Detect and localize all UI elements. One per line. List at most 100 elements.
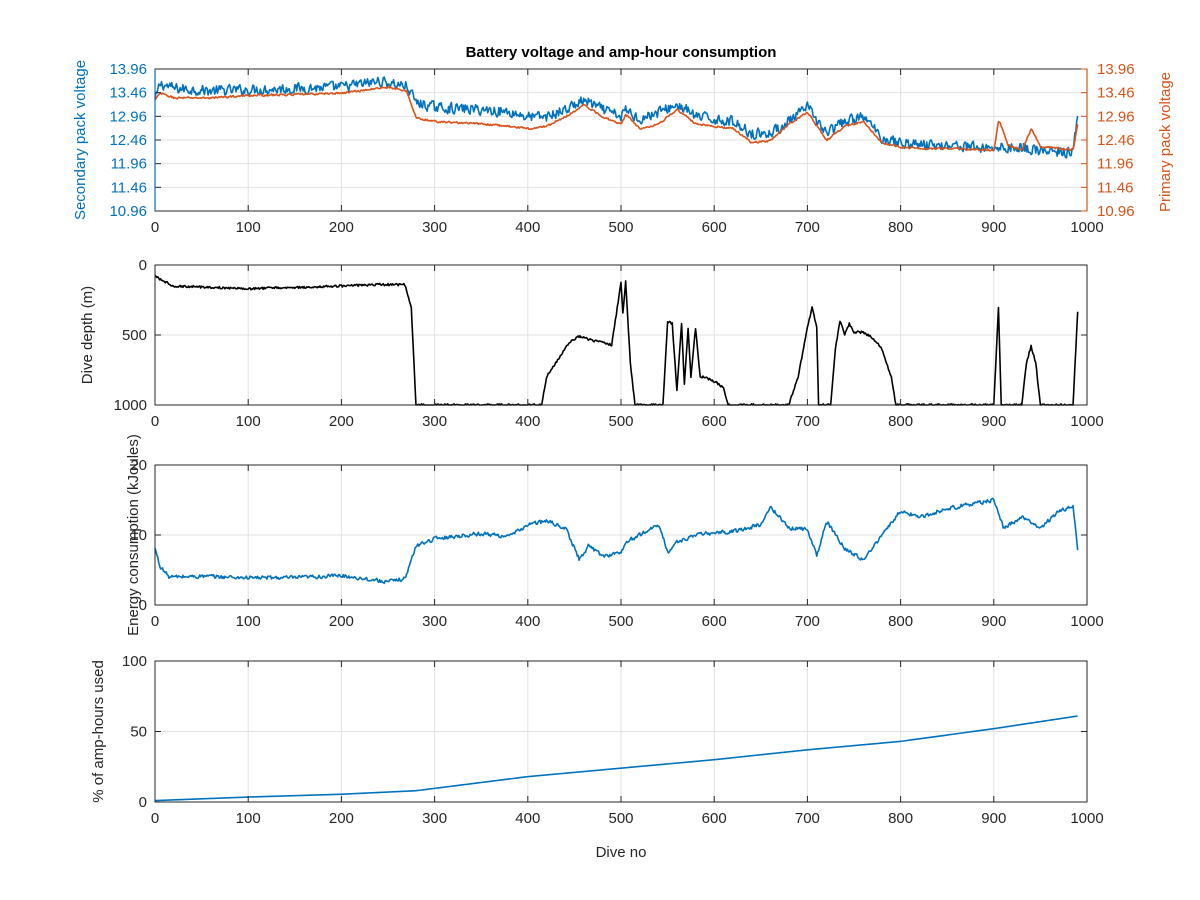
- x-tick-label: 900: [981, 810, 1006, 827]
- x-tick-label: 200: [329, 810, 354, 827]
- y-tick-label: 0: [139, 597, 147, 614]
- y-tick-label: 13.96: [109, 61, 147, 78]
- x-tick-label: 900: [981, 413, 1006, 430]
- x-tick-label: 600: [702, 413, 727, 430]
- y-tick-label: 12.46: [109, 132, 147, 149]
- voltage-panel: 0 100 200 300 400 500 600 700 800 900 100010.9611.…: [72, 60, 1174, 236]
- x-tick-label: 200: [329, 613, 354, 630]
- x-tick-label: 300: [422, 413, 447, 430]
- x-tick-label: 400: [515, 810, 540, 827]
- y-tick-label: 13.46: [109, 85, 147, 102]
- x-tick-label: 1000: [1070, 810, 1103, 827]
- x-tick-label: 700: [795, 613, 820, 630]
- y-tick-label: 12.96: [109, 108, 147, 125]
- x-tick-label: 300: [422, 810, 447, 827]
- y-tick-label: 100: [122, 653, 147, 670]
- y-ticks: 0 10 20: [130, 457, 1087, 614]
- y-axis-label: Energy consumption (kJoules): [125, 434, 142, 636]
- y-right-tick-label: 11.96: [1097, 156, 1133, 173]
- x-tick-label: 100: [236, 219, 261, 236]
- depth-panel: 0 100 200 300 400 500 600 700 800 900 100005001000…: [79, 257, 1104, 430]
- x-tick-label: 800: [888, 613, 913, 630]
- y-right-axis-label: Primary pack voltage: [1157, 72, 1174, 212]
- series-group: [154, 715, 1078, 802]
- y-right-tick-label: 12.46: [1097, 132, 1135, 149]
- x-tick-label: 900: [981, 613, 1006, 630]
- x-ticks: 0 100 200 300 400 500 600 700 800 900 1000: [151, 465, 1104, 630]
- series-line-1: [154, 76, 1079, 159]
- x-tick-label: 400: [515, 413, 540, 430]
- y-tick-label: 11.46: [111, 179, 147, 196]
- panels: 0 100 200 300 400 500 600 700 800 900 100010.9611.…: [72, 60, 1174, 861]
- x-tick-label: 800: [888, 810, 913, 827]
- y-tick-label: 0: [139, 257, 147, 274]
- series-line-2: [154, 85, 1079, 152]
- y-tick-label: 10: [130, 527, 147, 544]
- x-tick-label: 700: [795, 413, 820, 430]
- y-axis-label: Secondary pack voltage: [72, 60, 89, 220]
- x-ticks: 0 100 200 300 400 500 600 700 800 900 1000: [151, 661, 1104, 827]
- x-tick-label: 700: [795, 219, 820, 236]
- x-ticks: 0 100 200 300 400 500 600 700 800 900 1000: [151, 69, 1104, 236]
- x-tick-label: 400: [515, 219, 540, 236]
- x-tick-label: 500: [608, 613, 633, 630]
- x-tick-label: 0: [151, 413, 159, 430]
- x-tick-label: 500: [608, 413, 633, 430]
- y-ticks: 0 500 1000: [114, 257, 1087, 414]
- amphour-panel: 0 100 200 300 400 500 600 700 800 900 1000 0 50 100 % …: [90, 653, 1104, 861]
- x-tick-label: 500: [608, 810, 633, 827]
- x-tick-label: 300: [422, 219, 447, 236]
- y-right-ticks: 10.96 11.46 11.96 12.46 12.96 13.46 13.96: [154, 61, 1135, 220]
- y-axis-label: Dive depth (m): [79, 286, 96, 384]
- y-right-tick-label: 12.96: [1097, 108, 1135, 125]
- y-axis-label: % of amp-hours used: [90, 660, 107, 803]
- y-tick-label: 0: [139, 794, 147, 811]
- x-tick-label: 1000: [1070, 613, 1103, 630]
- series-group: [154, 274, 1079, 406]
- series-line-1: [154, 274, 1079, 406]
- x-tick-label: 1000: [1070, 219, 1103, 236]
- y-tick-label: 500: [122, 327, 147, 344]
- y-ticks: 10.96 11.46 11.96 12.46 12.96 13.46 13.96: [109, 61, 161, 220]
- x-tick-label: 0: [151, 219, 159, 236]
- y-tick-label: 1000: [114, 397, 147, 414]
- series-line-1: [154, 715, 1078, 802]
- grid: [154, 464, 1088, 606]
- x-axis-label: Dive no: [596, 844, 647, 861]
- series-group: [154, 76, 1079, 159]
- energy-panel: 0 100 200 300 400 500 600 700 800 900 1000 0 10 20Ene…: [125, 434, 1104, 636]
- x-tick-label: 800: [888, 413, 913, 430]
- y-right-tick-label: 10.96: [1097, 203, 1135, 220]
- x-ticks: 0 100 200 300 400 500 600 700 800 900 1000: [151, 265, 1104, 430]
- y-ticks: 0 50 100: [122, 653, 1087, 811]
- x-tick-label: 400: [515, 613, 540, 630]
- x-tick-label: 200: [329, 413, 354, 430]
- x-tick-label: 100: [236, 810, 261, 827]
- x-tick-label: 600: [702, 810, 727, 827]
- y-right-tick-label: 11.46: [1097, 179, 1133, 196]
- series-line-1: [154, 497, 1079, 585]
- series-group: [154, 497, 1079, 585]
- x-tick-label: 100: [236, 613, 261, 630]
- y-right-tick-label: 13.46: [1097, 85, 1135, 102]
- x-tick-label: 300: [422, 613, 447, 630]
- x-tick-label: 200: [329, 219, 354, 236]
- x-tick-label: 600: [702, 613, 727, 630]
- y-tick-label: 10.96: [109, 203, 147, 220]
- x-tick-label: 900: [981, 219, 1006, 236]
- grid: [154, 660, 1088, 803]
- y-tick-label: 20: [130, 457, 147, 474]
- y-tick-label: 50: [130, 724, 147, 741]
- x-tick-label: 700: [795, 810, 820, 827]
- x-tick-label: 100: [236, 413, 261, 430]
- figure-title: Battery voltage and amp-hour consumption: [466, 44, 777, 61]
- x-tick-label: 800: [888, 219, 913, 236]
- x-tick-label: 600: [702, 219, 727, 236]
- y-tick-label: 11.96: [111, 156, 147, 173]
- x-tick-label: 1000: [1070, 413, 1103, 430]
- x-tick-label: 500: [608, 219, 633, 236]
- x-tick-label: 0: [151, 613, 159, 630]
- y-right-tick-label: 13.96: [1097, 61, 1135, 78]
- x-tick-label: 0: [151, 810, 159, 827]
